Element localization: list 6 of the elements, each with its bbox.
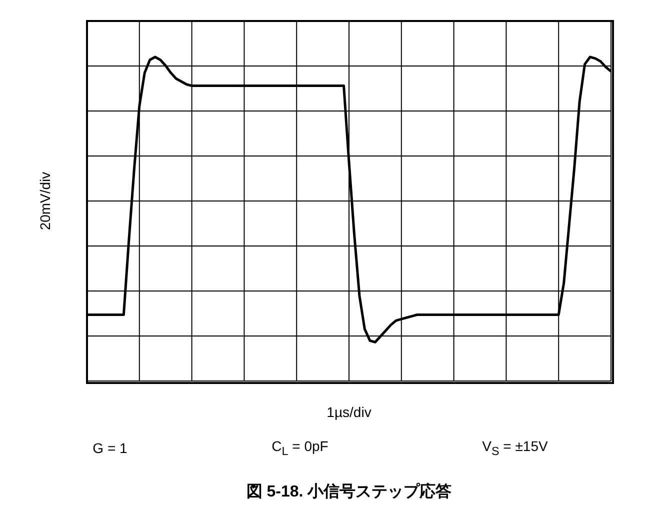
- y-axis-title: 20mV/div: [37, 172, 53, 230]
- text: 図 5-18. 小信号ステップ応答: [246, 482, 452, 502]
- text: C$_{L}$ = 0pF: [272, 438, 328, 458]
- text: G = 1: [92, 440, 128, 456]
- x-axis-title: 1µs/div: [326, 404, 372, 420]
- text: V$_{S}$ = ±15V: [482, 438, 548, 458]
